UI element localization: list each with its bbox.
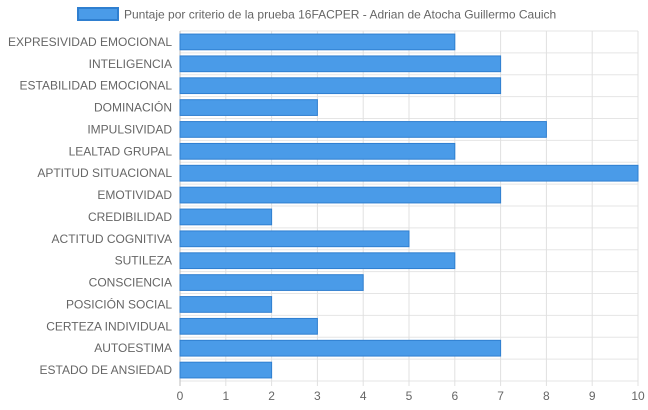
- bar[interactable]: [179, 77, 502, 95]
- category-label: LEALTAD GRUPAL: [69, 144, 173, 158]
- bar[interactable]: [179, 164, 639, 182]
- category-label: EMOTIVIDAD: [97, 188, 172, 202]
- category-label: POSICIÓN SOCIAL: [66, 296, 172, 311]
- bar[interactable]: [179, 361, 273, 379]
- category-label: ESTADO DE ANSIEDAD: [40, 363, 173, 377]
- category-label: CERTEZA INDIVIDUAL: [46, 319, 172, 333]
- bar[interactable]: [179, 121, 547, 138]
- category-label: CREDIBILIDAD: [88, 210, 172, 224]
- x-tick-label: 7: [497, 389, 504, 403]
- bar[interactable]: [179, 296, 273, 313]
- x-tick-label: 10: [631, 389, 645, 403]
- bars: [179, 33, 639, 379]
- legend[interactable]: Puntaje por criterio de la prueba 16FACP…: [77, 7, 556, 22]
- bar[interactable]: [179, 208, 273, 226]
- x-tick-label: 6: [451, 389, 458, 403]
- bar[interactable]: [179, 252, 456, 270]
- bar[interactable]: [179, 186, 502, 204]
- x-tick-label: 0: [177, 389, 184, 403]
- bar[interactable]: [179, 230, 410, 248]
- bar[interactable]: [179, 142, 456, 160]
- category-label: AUTOESTIMA: [94, 341, 172, 355]
- x-tick-label: 9: [589, 389, 596, 403]
- category-label: APTITUD SITUACIONAL: [37, 166, 172, 180]
- category-label: ACTITUD COGNITIVA: [52, 232, 172, 246]
- x-tick-label: 5: [406, 389, 413, 403]
- x-tick-label: 2: [268, 389, 275, 403]
- x-tick-label: 4: [360, 389, 367, 403]
- x-tick-label: 3: [314, 389, 321, 403]
- bar[interactable]: [179, 274, 364, 291]
- bar[interactable]: [179, 317, 318, 335]
- category-label: EXPRESIVIDAD EMOCIONAL: [8, 35, 172, 49]
- category-label: ESTABILIDAD EMOCIONAL: [20, 79, 173, 93]
- grid-lines: [179, 30, 639, 386]
- legend-swatch[interactable]: [77, 7, 119, 21]
- category-labels: EXPRESIVIDAD EMOCIONAL INTELIGENCIA ESTABI…: [8, 35, 172, 377]
- bar[interactable]: [179, 55, 502, 73]
- legend-label[interactable]: Puntaje por criterio de la prueba 16FACP…: [124, 8, 556, 22]
- x-tick-label: 1: [222, 389, 229, 403]
- category-label: IMPULSIVIDAD: [87, 122, 172, 136]
- bar[interactable]: [179, 339, 502, 357]
- category-label: CONSCIENCIA: [89, 276, 172, 290]
- bar[interactable]: [179, 33, 456, 51]
- category-label: DOMINACIÓN: [94, 100, 172, 115]
- bar[interactable]: [179, 99, 318, 116]
- category-label: SUTILEZA: [115, 254, 172, 268]
- x-tick-label: 8: [543, 389, 550, 403]
- x-tick-labels: 0 1 2 3 4 5 6 7 8 9 10: [177, 389, 645, 403]
- category-label: INTELIGENCIA: [89, 57, 172, 71]
